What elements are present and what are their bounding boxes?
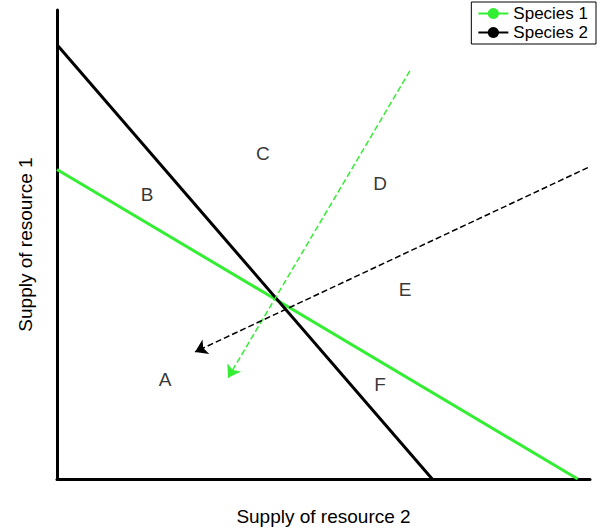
svg-text:Species 1: Species 1 [513, 4, 588, 23]
svg-text:Species 2: Species 2 [513, 23, 588, 42]
svg-text:B: B [141, 184, 154, 205]
svg-text:A: A [159, 369, 172, 390]
svg-text:Supply of resource 2: Supply of resource 2 [236, 506, 410, 527]
svg-text:F: F [374, 374, 386, 395]
svg-text:E: E [399, 279, 412, 300]
svg-text:Supply of resource 1: Supply of resource 1 [15, 157, 36, 331]
svg-text:C: C [256, 143, 270, 164]
svg-text:D: D [373, 173, 387, 194]
